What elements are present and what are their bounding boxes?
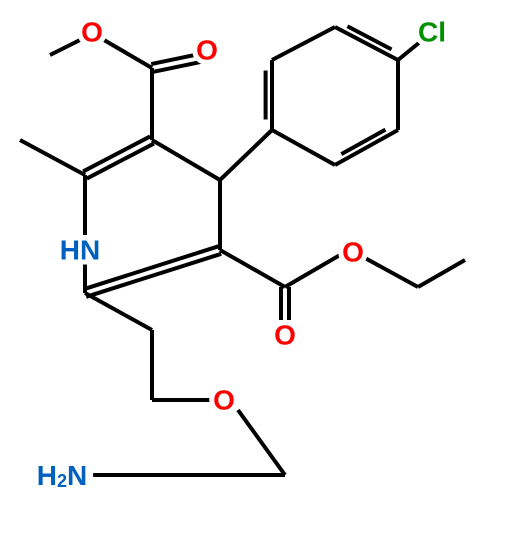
svg-text:O: O xyxy=(274,320,296,351)
svg-text:O: O xyxy=(196,35,218,66)
svg-text:HN: HN xyxy=(60,235,100,266)
svg-text:O: O xyxy=(342,237,364,268)
svg-text:O: O xyxy=(81,17,103,48)
svg-text:O: O xyxy=(213,385,235,416)
svg-text:Cl: Cl xyxy=(418,17,446,48)
chemical-structure: OOOOClClHNHNOOOOOOH2NH2N xyxy=(0,0,507,533)
